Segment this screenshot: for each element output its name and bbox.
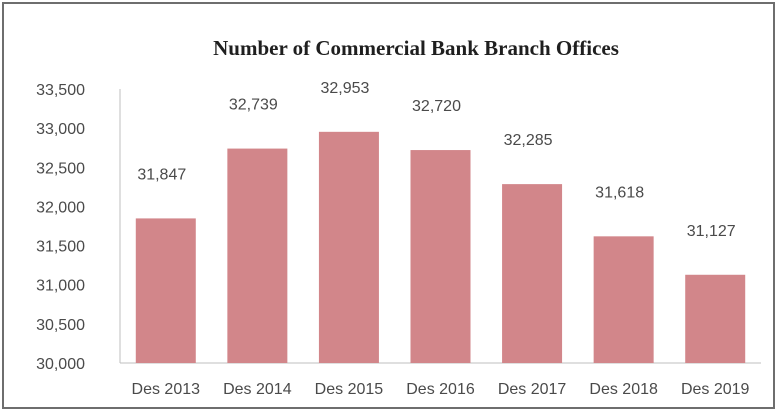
y-tick-label: 31,000	[36, 278, 85, 295]
x-tick-label: Des 2017	[498, 381, 567, 398]
data-label: 32,720	[412, 98, 461, 115]
data-label: 32,953	[320, 80, 369, 97]
x-tick-label: Des 2016	[406, 381, 475, 398]
chart-container: Number of Commercial Bank Branch Offices…	[2, 2, 775, 409]
chart-title: Number of Commercial Bank Branch Offices	[213, 36, 619, 60]
y-tick-label: 33,500	[36, 82, 85, 99]
y-tick-label: 31,500	[36, 239, 85, 256]
bar	[135, 218, 196, 363]
y-tick-label: 33,000	[36, 121, 85, 138]
bar	[502, 184, 563, 363]
data-label: 31,847	[137, 166, 186, 183]
data-label: 31,127	[687, 223, 736, 240]
bar	[410, 150, 471, 363]
bar	[685, 274, 746, 363]
x-tick-label: Des 2013	[132, 381, 201, 398]
bar	[227, 148, 288, 363]
x-tick-label: Des 2014	[223, 381, 292, 398]
y-tick-label: 32,000	[36, 199, 85, 216]
x-tick-label: Des 2015	[315, 381, 384, 398]
data-label: 32,739	[229, 97, 278, 114]
bar-chart: Number of Commercial Bank Branch Offices…	[36, 36, 761, 398]
y-tick-label: 30,500	[36, 317, 85, 334]
bar	[318, 131, 379, 363]
y-tick-label: 32,500	[36, 160, 85, 177]
data-label: 32,285	[504, 132, 553, 149]
bars	[135, 131, 746, 363]
axes: 30,000 30,500 31,000 31,500 32,000 32,500 33,0…	[36, 82, 761, 373]
bar	[593, 236, 654, 363]
data-label: 31,618	[595, 184, 644, 201]
data-labels: 31,847 Des 2013 32,739 Des 2014 32,953 Des 20…	[132, 80, 750, 398]
x-tick-label: Des 2018	[589, 381, 658, 398]
y-tick-label: 30,000	[36, 356, 85, 373]
x-tick-label: Des 2019	[681, 381, 750, 398]
